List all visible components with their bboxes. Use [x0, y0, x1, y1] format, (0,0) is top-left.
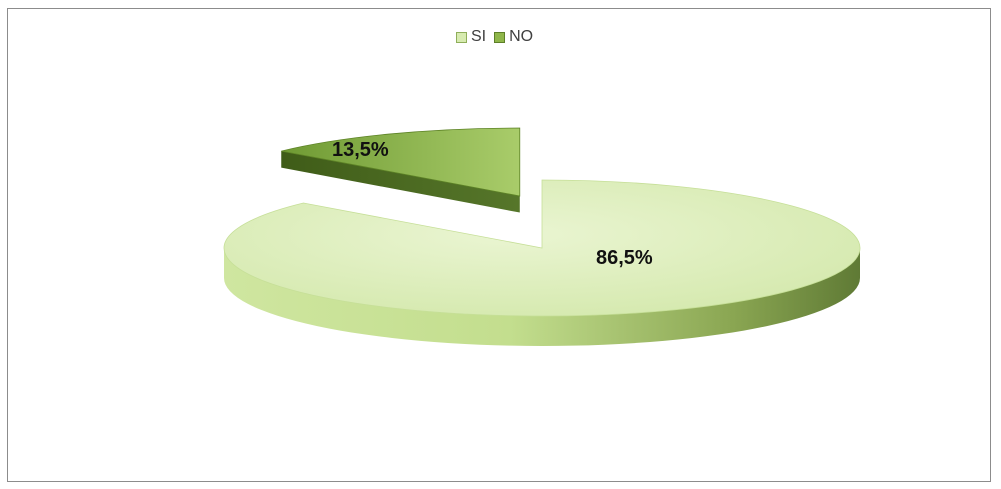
pie-slice-si: [223, 179, 861, 317]
legend-item-no: NO: [494, 28, 533, 46]
legend-label-si: SI: [471, 28, 487, 45]
pie-slice-si-side: [224, 248, 860, 346]
pie-slice-no-side-left: [281, 151, 520, 213]
legend: SI NO: [456, 28, 541, 46]
legend-label-no: NO: [509, 28, 534, 45]
legend-swatch-no: [494, 31, 506, 43]
legend-item-si: SI: [456, 28, 486, 46]
data-label-si: 86,5%: [596, 247, 653, 269]
data-label-no: 13,5%: [332, 139, 389, 161]
legend-swatch-si: [456, 31, 467, 43]
pie-slice-no: [281, 127, 521, 197]
